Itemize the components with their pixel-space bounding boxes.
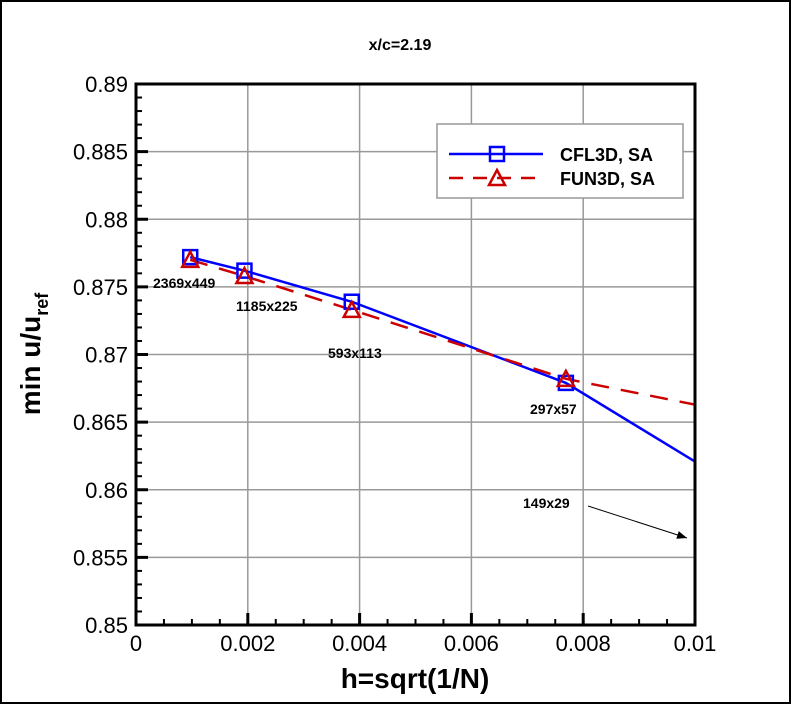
cfl3d-data-point — [343, 293, 361, 311]
y-tick-label: 0.87 — [85, 343, 128, 368]
y-tick-label: 0.875 — [73, 275, 128, 300]
fun3d-data-point — [180, 249, 201, 269]
series-line-fun3d — [189, 258, 695, 406]
legend-triangle-marker-icon — [486, 167, 508, 187]
grid-size-label: 1185x225 — [236, 298, 298, 314]
chart-title: x/c=2.19 — [369, 37, 432, 54]
grid-size-label: 593x113 — [328, 345, 382, 361]
x-tick-label: 0.002 — [220, 631, 275, 656]
y-axis-label-main: min u/u — [15, 316, 46, 416]
y-tick-label: 0.88 — [85, 207, 128, 232]
grid-size-label: 297x57 — [530, 401, 577, 417]
plot-area-border — [134, 82, 697, 627]
x-tick-label: 0.01 — [674, 631, 717, 656]
legend-label-cfl3d: CFL3D, SA — [560, 145, 653, 165]
grid-size-label: 2369x449 — [153, 275, 216, 291]
legend: CFL3D, SA FUN3D, SA — [436, 123, 684, 199]
y-axis-label: min u/uref — [15, 292, 52, 416]
y-tick-label: 0.89 — [85, 72, 128, 97]
fun3d-data-point — [234, 265, 255, 285]
annotation-arrow — [587, 505, 688, 539]
y-tick-label: 0.855 — [73, 545, 128, 570]
grid-size-label: 149x29 — [523, 495, 570, 511]
x-tick-label: 0.008 — [556, 631, 611, 656]
x-axis-label: h=sqrt(1/N) — [341, 663, 490, 694]
y-tick-label: 0.885 — [73, 140, 128, 165]
fun3d-data-point — [555, 368, 576, 388]
legend-box — [436, 123, 684, 199]
legend-square-marker-icon — [488, 145, 506, 163]
y-axis-label-sub: ref — [32, 292, 52, 316]
x-tick-label: 0.004 — [332, 631, 387, 656]
y-tick-label: 0.865 — [73, 410, 128, 435]
x-tick-label: 0.006 — [444, 631, 499, 656]
y-tick-label: 0.86 — [85, 478, 128, 503]
y-tick-label: 0.85 — [85, 613, 128, 638]
legend-label-fun3d: FUN3D, SA — [560, 169, 655, 189]
cfl3d-data-point — [236, 262, 253, 279]
fun3d-data-point — [341, 299, 362, 319]
x-tick-label: 0 — [130, 631, 142, 656]
